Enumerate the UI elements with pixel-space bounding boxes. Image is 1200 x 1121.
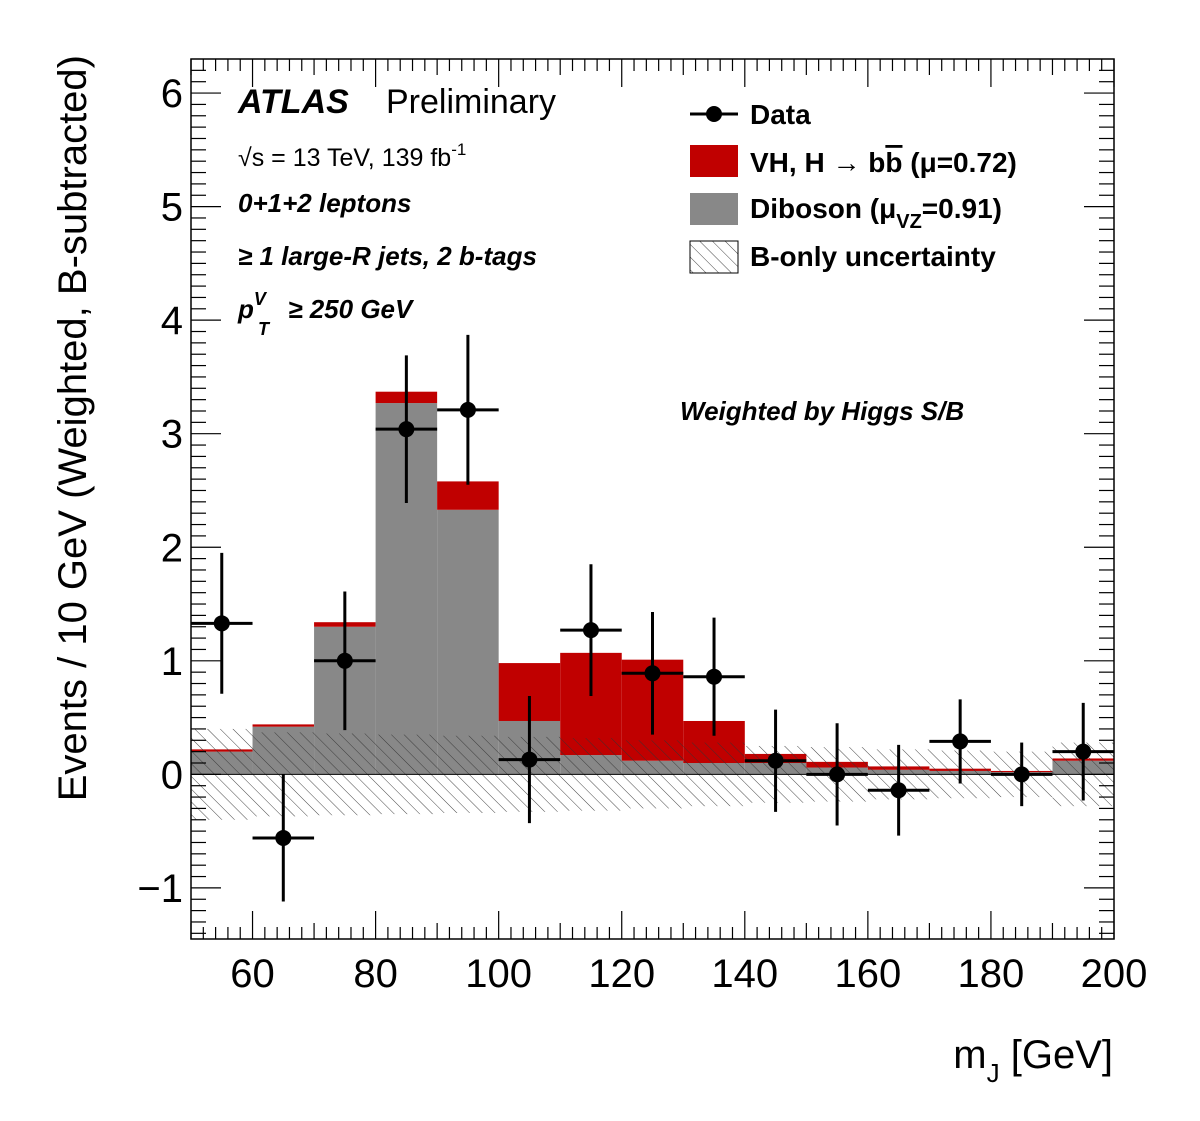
y-tick-label: 5 (161, 186, 183, 230)
data-point (521, 751, 538, 768)
legend-diboson-swatch (690, 193, 738, 225)
weighted-label: Weighted by Higgs S/B (680, 396, 964, 426)
data-point (952, 733, 969, 750)
jets-label: ≥ 1 large-R jets, 2 b-tags (238, 241, 537, 271)
energy-label: √s = 13 TeV, 139 fb-1 (238, 140, 466, 172)
data-points (191, 334, 1114, 902)
diboson-bar (437, 509, 499, 775)
plot-frame (190, 58, 1115, 940)
x-tick-label: 100 (465, 952, 532, 996)
data-point (890, 782, 907, 799)
atlas-label: ATLAS Preliminary (237, 83, 556, 121)
legend-data-label: Data (750, 99, 811, 130)
y-tick-label: 4 (161, 299, 183, 343)
data-point (336, 652, 353, 669)
y-tick-label: 6 (161, 72, 183, 116)
data-point (1013, 766, 1030, 783)
data-point (459, 401, 476, 418)
preliminary-text: Preliminary (386, 83, 556, 121)
x-tick-label: 200 (1081, 952, 1148, 996)
data-point (644, 665, 661, 682)
legend-diboson-label: Diboson (μVZ=0.91) (750, 193, 1002, 233)
x-tick-label: 140 (711, 952, 778, 996)
legend-uncertainty-label: B-only uncertainty (750, 241, 996, 272)
legend-data-marker (690, 106, 738, 122)
data-point (398, 421, 415, 438)
y-tick-label: 0 (161, 753, 183, 797)
legend-signal-label: VH, H → bb (μ=0.72) (750, 147, 1017, 178)
data-point (706, 668, 723, 685)
atlas-text: ATLAS (237, 83, 349, 121)
tick-labels: 60 80 100 120 140 160 180 200 −1 0 1 2 3 4 5 6 (137, 72, 1147, 996)
x-tick-label: 180 (958, 952, 1025, 996)
x-tick-label: 60 (230, 952, 275, 996)
data-point (275, 829, 292, 846)
signal-bar (437, 481, 499, 510)
y-axis-title: Events / 10 GeV (Weighted, B-subtracted) (51, 55, 95, 801)
ptv-label: pV T ≥ 250 GeV (237, 289, 415, 339)
x-tick-label: 120 (588, 952, 655, 996)
data-point (582, 622, 599, 639)
data-point (213, 615, 230, 632)
y-tick-label: −1 (137, 867, 183, 911)
axis-ticks (190, 59, 1115, 939)
signal-bar (252, 724, 315, 727)
x-tick-label: 160 (834, 952, 901, 996)
x-axis-title: mJ [GeV] (953, 1033, 1113, 1088)
data-point (767, 752, 784, 769)
legend-signal-swatch (690, 145, 738, 177)
y-tick-label: 3 (161, 413, 183, 457)
legend-uncertainty-swatch (689, 240, 739, 274)
leptons-label: 0+1+2 leptons (238, 188, 411, 218)
x-tick-label: 80 (353, 952, 398, 996)
legend: Data VH, H → bb (μ=0.72) Diboson (μVZ=0.… (689, 99, 1017, 274)
data-point (829, 766, 846, 783)
y-tick-label: 2 (161, 526, 183, 570)
data-point (1075, 743, 1092, 760)
y-tick-label: 1 (161, 640, 183, 684)
